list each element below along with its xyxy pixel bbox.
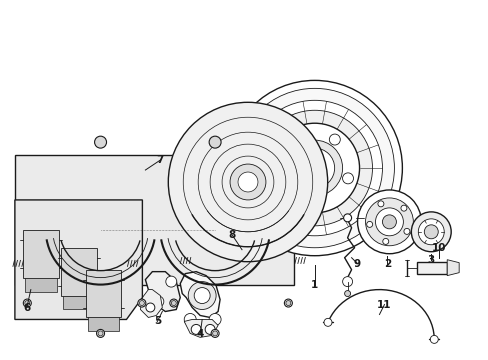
Circle shape [417, 219, 443, 245]
Circle shape [366, 221, 372, 228]
Circle shape [410, 212, 450, 252]
Circle shape [145, 303, 155, 312]
Circle shape [23, 299, 31, 307]
Circle shape [256, 110, 372, 226]
Polygon shape [184, 319, 218, 337]
Circle shape [169, 299, 178, 307]
Circle shape [276, 174, 286, 185]
Circle shape [344, 291, 350, 297]
Circle shape [211, 329, 219, 337]
Circle shape [357, 190, 421, 254]
Circle shape [286, 140, 342, 196]
Text: 7: 7 [156, 155, 163, 165]
Circle shape [229, 164, 265, 200]
Circle shape [184, 314, 196, 325]
Polygon shape [180, 272, 220, 318]
Circle shape [188, 282, 216, 310]
Circle shape [304, 158, 324, 178]
Text: 4: 4 [196, 329, 203, 339]
Circle shape [424, 225, 437, 239]
Circle shape [191, 324, 201, 334]
Circle shape [403, 228, 409, 234]
Circle shape [212, 331, 217, 336]
Circle shape [226, 80, 402, 256]
Circle shape [429, 336, 437, 343]
Text: 9: 9 [353, 259, 360, 269]
Bar [15, 155, 293, 285]
Polygon shape [145, 272, 180, 311]
Circle shape [328, 134, 340, 145]
Circle shape [246, 100, 382, 236]
Circle shape [235, 88, 394, 248]
Polygon shape [61, 248, 96, 296]
Text: 6: 6 [23, 302, 30, 312]
Circle shape [375, 208, 403, 236]
Circle shape [94, 136, 106, 148]
Polygon shape [416, 262, 447, 274]
Circle shape [171, 301, 176, 306]
Circle shape [153, 296, 163, 307]
Circle shape [284, 299, 292, 307]
Text: 2: 2 [383, 259, 390, 269]
Circle shape [324, 318, 331, 326]
Circle shape [400, 205, 406, 211]
Circle shape [25, 301, 30, 306]
Polygon shape [23, 230, 59, 278]
Circle shape [165, 276, 176, 287]
Circle shape [309, 197, 320, 208]
Text: 10: 10 [431, 243, 446, 253]
Polygon shape [85, 270, 121, 318]
Circle shape [288, 135, 299, 145]
Circle shape [342, 173, 353, 184]
Circle shape [96, 329, 104, 337]
Polygon shape [62, 296, 94, 310]
Circle shape [294, 148, 334, 188]
Circle shape [139, 301, 144, 306]
Circle shape [343, 214, 351, 222]
Text: 8: 8 [228, 230, 235, 240]
Circle shape [138, 299, 145, 307]
Polygon shape [15, 200, 142, 319]
Text: 5: 5 [153, 316, 161, 327]
Circle shape [209, 136, 221, 148]
Circle shape [209, 314, 221, 325]
Circle shape [365, 198, 412, 246]
Circle shape [238, 172, 258, 192]
Circle shape [285, 301, 290, 306]
Polygon shape [140, 289, 162, 318]
Circle shape [382, 215, 396, 229]
Polygon shape [25, 278, 57, 292]
Circle shape [168, 102, 327, 262]
Polygon shape [87, 318, 119, 332]
Circle shape [269, 123, 359, 213]
Circle shape [382, 238, 388, 244]
Text: 1: 1 [310, 280, 318, 289]
Circle shape [342, 276, 352, 287]
Polygon shape [447, 260, 458, 276]
Circle shape [205, 324, 215, 334]
Circle shape [377, 201, 383, 207]
Circle shape [194, 288, 210, 303]
Circle shape [98, 331, 103, 336]
Text: 11: 11 [376, 300, 391, 310]
Text: 3: 3 [427, 255, 434, 265]
